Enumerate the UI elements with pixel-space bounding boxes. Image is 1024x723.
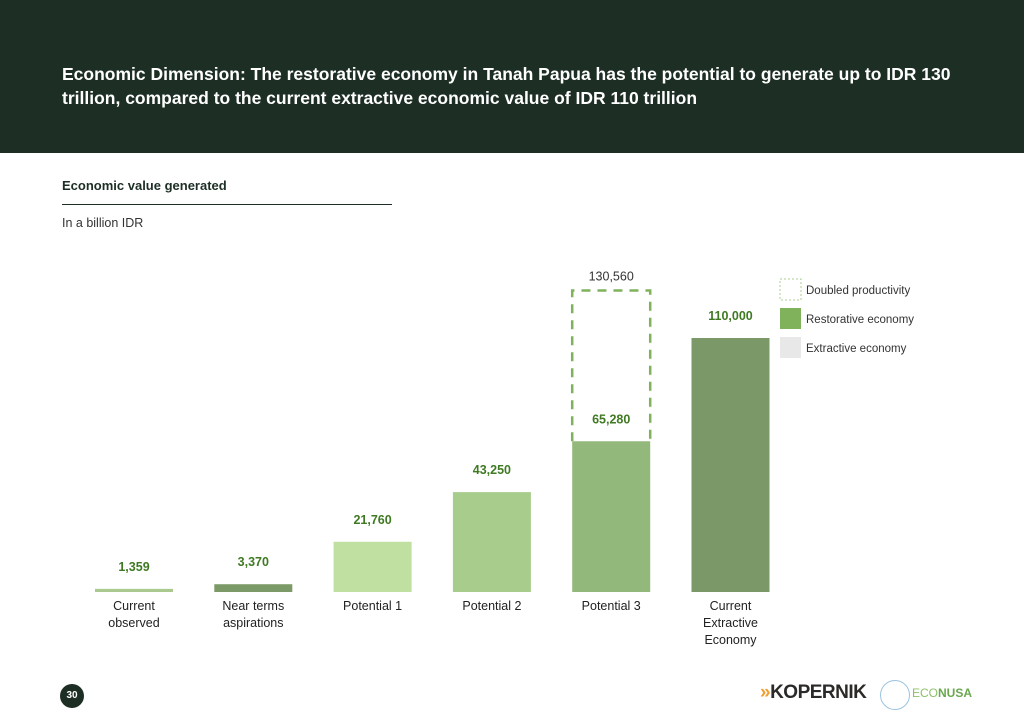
legend-label: Restorative economy: [806, 314, 914, 326]
bar: [452, 492, 531, 592]
bar: [95, 588, 173, 592]
legend-swatch: [780, 337, 801, 358]
econusa-logo-icon: [880, 680, 910, 710]
data-label: 1,359: [118, 560, 149, 574]
category-label: aspirations: [223, 616, 283, 630]
data-label: 43,250: [473, 463, 511, 477]
econusa-logo: ECONUSA: [912, 686, 973, 700]
legend-label: Extractive economy: [806, 343, 907, 355]
category-label: Near terms: [222, 599, 284, 613]
legend-swatch-doubled: [779, 278, 802, 301]
data-label: 65,280: [592, 412, 630, 426]
category-label: Current: [113, 599, 155, 613]
header-band: [0, 0, 1024, 153]
doubled-productivity-outline: [570, 289, 652, 442]
category-label: Current: [710, 599, 752, 613]
category-label: Potential 2: [462, 599, 521, 613]
slide-title: Economic Dimension: The restorative econ…: [62, 64, 951, 108]
page-number: 30: [60, 684, 84, 708]
divider: [62, 204, 392, 205]
bar: [333, 541, 412, 592]
category-label: Potential 1: [343, 599, 402, 613]
data-label: 110,000: [708, 309, 753, 323]
legend-label: Doubled productivity: [806, 285, 910, 297]
category-label: Potential 3: [582, 599, 641, 613]
bar: [214, 584, 293, 592]
category-label: Economy: [704, 633, 757, 647]
doubled-label: 130,560: [589, 270, 634, 284]
bar: [572, 441, 651, 592]
bar: [691, 338, 770, 592]
legend-swatch: [780, 308, 801, 329]
data-label: 3,370: [238, 555, 269, 569]
category-label: Extractive: [703, 616, 758, 630]
unit-label: In a billion IDR: [62, 216, 144, 230]
category-label: observed: [108, 616, 159, 630]
kopernik-logo: »KOPERNIK: [760, 682, 867, 703]
data-label: 21,760: [353, 513, 391, 527]
chart-subtitle: Economic value generated: [62, 178, 227, 193]
